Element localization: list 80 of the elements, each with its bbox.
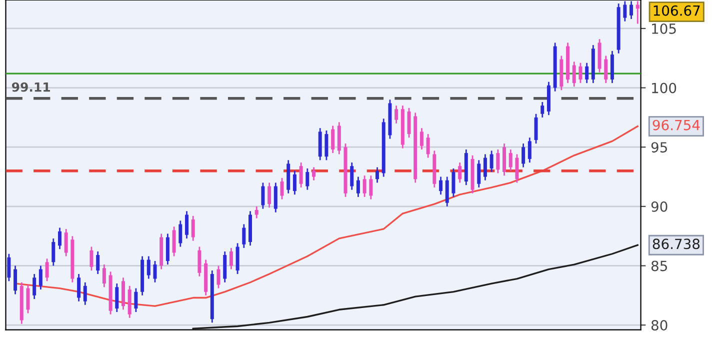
candlestick — [32, 273, 36, 300]
candlestick — [477, 159, 481, 188]
candlestick — [312, 166, 316, 182]
y-tick-label: 85 — [651, 260, 667, 272]
candlestick — [623, 0, 627, 22]
candlestick — [636, 0, 640, 24]
candlestick — [369, 174, 373, 200]
y-tick-label: 100 — [652, 82, 676, 94]
candlestick — [83, 282, 87, 306]
candlestick — [64, 228, 68, 257]
candlestick — [299, 162, 303, 188]
candlestick — [604, 55, 608, 84]
ref-line-label: 99.11 — [12, 82, 50, 92]
candlestick — [490, 150, 494, 173]
candlestick — [146, 256, 150, 280]
candlestick — [7, 253, 11, 282]
candlestick — [439, 176, 443, 196]
candlestick — [178, 220, 182, 248]
candlestick — [458, 162, 462, 184]
candlestick — [331, 125, 335, 154]
candlestick — [26, 284, 30, 314]
candlestick — [483, 154, 487, 182]
candlestick — [38, 265, 42, 290]
candlestick — [362, 174, 366, 198]
candlestick — [254, 206, 258, 219]
candlestick — [324, 130, 328, 161]
candlestick — [515, 154, 519, 184]
candlestick — [77, 273, 81, 302]
candlestick — [90, 246, 94, 272]
data-label: 96.754 — [652, 120, 700, 130]
candlestick — [191, 215, 195, 242]
candlestick — [350, 162, 354, 191]
candlestick — [242, 224, 246, 249]
candlestick — [508, 148, 512, 172]
line-series — [192, 244, 638, 330]
candlestick — [522, 142, 526, 168]
candlestick — [198, 246, 202, 278]
candlestick — [376, 166, 380, 184]
candlestick — [420, 127, 424, 150]
candlestick — [306, 168, 310, 191]
candlestick — [52, 238, 56, 266]
candlestick — [172, 226, 176, 257]
candlestick — [45, 258, 49, 282]
candlestick — [223, 250, 227, 284]
candlestick — [185, 210, 188, 240]
y-tick-label: 95 — [651, 142, 667, 153]
candlestick — [452, 168, 456, 198]
candlestick — [134, 288, 138, 313]
candlestick — [261, 182, 265, 210]
data-label: 86.738 — [652, 238, 700, 250]
candlestick — [292, 170, 296, 196]
candlestick — [540, 101, 544, 118]
candlestick — [528, 136, 532, 164]
candlestick — [166, 233, 170, 266]
candlestick — [102, 264, 106, 288]
candlestick — [274, 182, 278, 214]
candlestick — [407, 107, 411, 138]
candlestick — [236, 242, 240, 275]
candlestick — [268, 182, 272, 208]
candlestick — [115, 282, 119, 313]
candlestick — [534, 113, 538, 144]
candlestick — [229, 247, 233, 270]
candlestick — [630, 0, 634, 20]
y-tick-label: 80 — [651, 320, 668, 331]
candlestick — [426, 133, 430, 158]
candlestick — [578, 62, 582, 84]
candlestick — [585, 62, 589, 84]
candlestick — [445, 176, 449, 208]
candlestick — [153, 260, 157, 284]
candlestick — [356, 176, 360, 198]
y-tick-label: 105 — [652, 23, 676, 34]
candlestick — [572, 60, 576, 88]
candlestick — [14, 265, 18, 295]
text: 106.67 — [654, 5, 700, 16]
candlestick — [394, 104, 398, 124]
candlestick — [496, 148, 500, 174]
y-tick-label: 90 — [651, 201, 668, 212]
line-series — [14, 125, 638, 307]
candlestick — [58, 227, 62, 250]
candlestick — [96, 250, 100, 275]
